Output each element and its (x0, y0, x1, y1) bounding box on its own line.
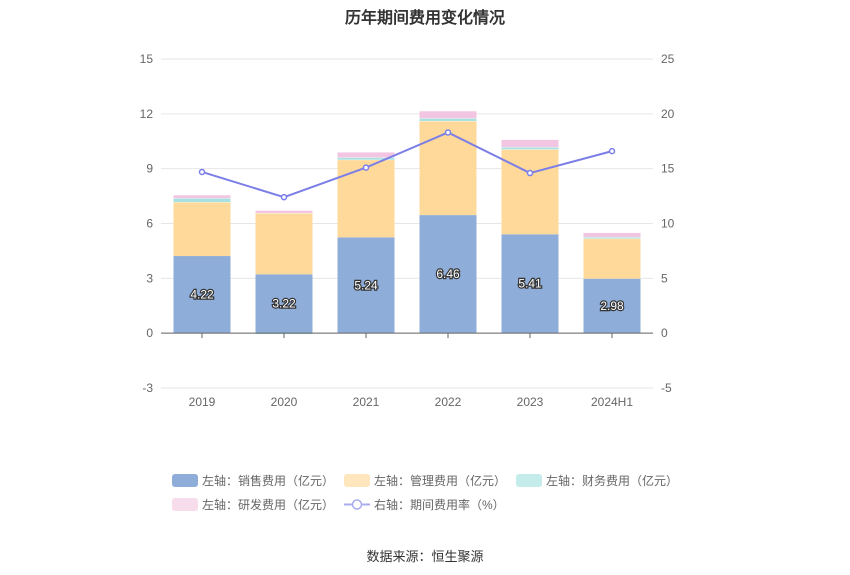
bar-finance (419, 118, 477, 121)
x-tick-label: 2024H1 (591, 395, 633, 409)
bar-admin (583, 238, 641, 279)
line-point (526, 169, 534, 177)
legend-item-sales[interactable]: 左轴：销售费用（亿元） (172, 472, 334, 489)
y-left-tick-label: 3 (146, 271, 153, 285)
chart-title: 历年期间费用变化情况 (344, 10, 505, 27)
x-tick-label: 2021 (353, 395, 380, 409)
bar-sales (337, 237, 395, 334)
bar-rnd (337, 152, 395, 158)
legend-swatch-finance (516, 474, 542, 487)
y-left-tick-label: 12 (140, 107, 154, 121)
legend-swatch-sales (172, 474, 198, 487)
y-left-tick-label: -3 (142, 381, 153, 395)
legend-swatch-rnd (172, 498, 198, 511)
bar-value-label: 6.46 (436, 267, 460, 281)
legend-swatch-admin (344, 474, 370, 487)
bar-value-label: 2.98 (600, 299, 624, 313)
bar-finance (173, 198, 231, 203)
line-point (280, 193, 288, 201)
bar-admin (255, 213, 313, 275)
y-right-tick-label: 25 (661, 52, 675, 66)
bar-value-label: 5.24 (354, 278, 378, 292)
bar-rnd (255, 210, 313, 214)
data-source: 数据来源：恒生聚源 (366, 549, 484, 564)
y-right-tick-label: 0 (661, 326, 668, 340)
bar-finance (501, 147, 559, 150)
legend-label-admin: 左轴：管理费用（亿元） (374, 474, 507, 488)
bar-admin (173, 202, 231, 257)
line-point (198, 168, 206, 176)
bar-finance (583, 237, 641, 239)
x-tick-label: 2022 (435, 395, 462, 409)
bar-admin (337, 159, 395, 238)
line-point (444, 129, 452, 136)
bar-rnd (419, 110, 477, 119)
y-right-tick-label: -5 (661, 381, 672, 395)
bar-rnd (173, 194, 231, 199)
bar-sales (173, 256, 231, 334)
bar-value-label: 3.22 (272, 297, 296, 311)
y-left-tick-label: 9 (146, 162, 153, 176)
y-right-tick-label: 5 (661, 271, 668, 285)
y-left-tick-label: 15 (140, 52, 154, 66)
bar-rnd (583, 232, 641, 238)
bar-finance (337, 157, 395, 160)
legend-item-finance[interactable]: 左轴：财务费用（亿元） (516, 472, 678, 489)
bar-value-label: 4.22 (190, 288, 214, 302)
bar-admin (501, 149, 559, 235)
bar-admin (419, 120, 477, 216)
y-right-tick-label: 15 (661, 162, 675, 176)
bar-sales (583, 278, 641, 334)
legend-item-rate[interactable]: 右轴：期间费用率（%） (344, 496, 505, 513)
line-point (362, 164, 370, 171)
bar-sales (501, 234, 559, 334)
y-right-tick-label: 10 (661, 217, 675, 231)
bar-sales (419, 215, 477, 334)
legend-label-sales: 左轴：销售费用（亿元） (202, 474, 335, 488)
legend-item-admin[interactable]: 左轴：管理费用（亿元） (344, 472, 506, 489)
line-point (608, 147, 616, 155)
y-left-tick-label: 0 (146, 326, 153, 340)
legend-label-finance: 左轴：财务费用（亿元） (546, 474, 679, 488)
line-expense-rate (201, 131, 613, 199)
legend-label-rate: 右轴：期间费用率（%） (374, 498, 505, 512)
x-tick-label: 2023 (517, 395, 544, 409)
y-right-tick-label: 20 (661, 107, 675, 121)
legend-label-rnd: 左轴：研发费用（亿元） (202, 498, 335, 512)
bar-value-label: 5.41 (518, 277, 542, 291)
x-tick-label: 2020 (271, 395, 298, 409)
bar-sales (255, 274, 313, 334)
x-tick-label: 2019 (189, 395, 216, 409)
bar-rnd (501, 139, 559, 148)
y-left-tick-label: 6 (146, 217, 153, 231)
legend-item-rnd[interactable]: 左轴：研发费用（亿元） (172, 496, 334, 513)
legend-swatch-rate (344, 499, 370, 510)
